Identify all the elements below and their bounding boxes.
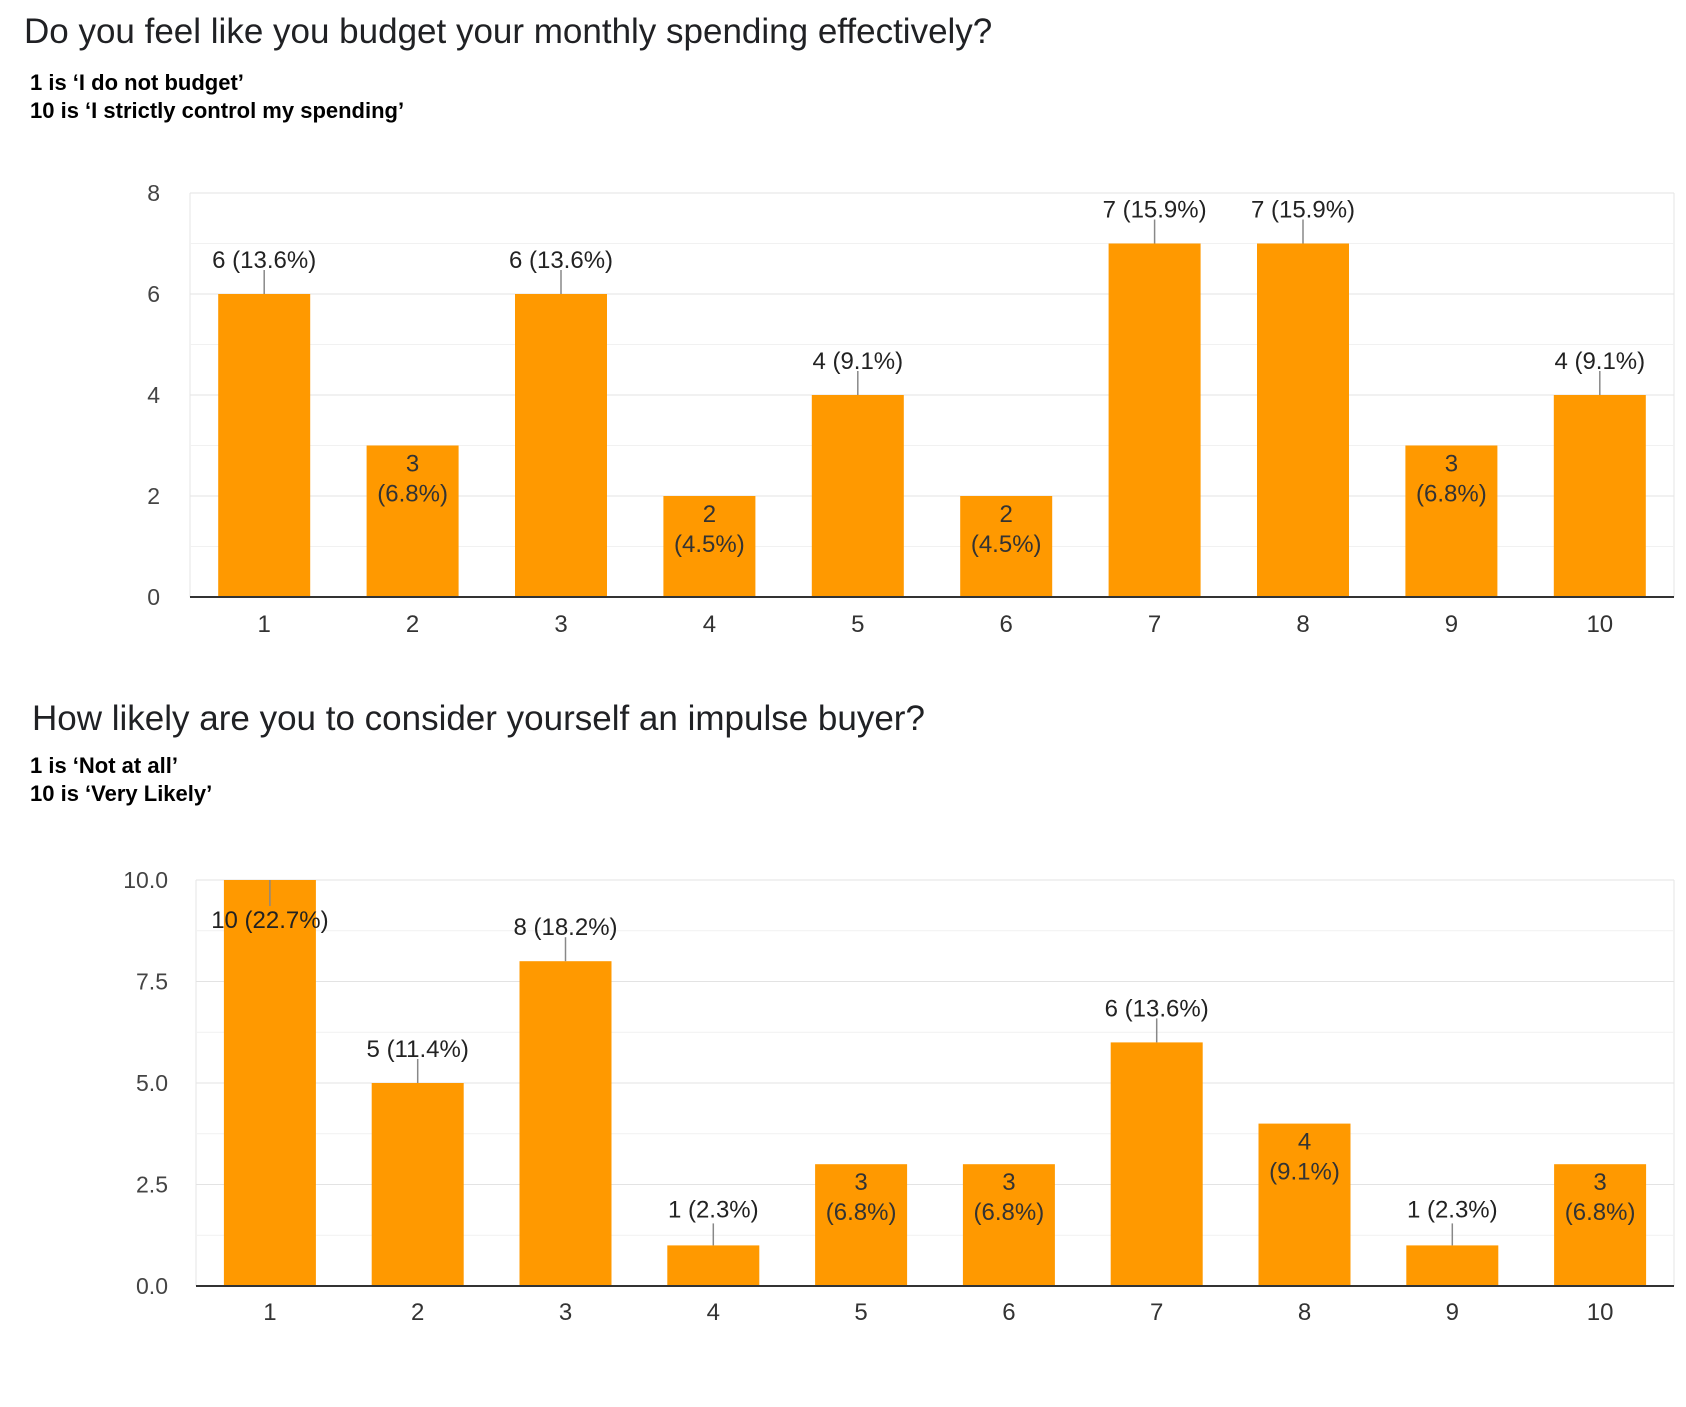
budget-bar-chart: 0 2 4 6 8 6 (13.6%) 1 3 (6.8%) 2 6 (13.6%) 3 2 (4.5%)… [147,180,1675,638]
data-label-percent: (6.8%) [826,1199,897,1226]
question-title: Do you feel like you budget your monthly… [24,12,993,51]
bar [218,294,311,597]
x-tick-label: 2 [411,1299,424,1326]
y-tick-label: 0.0 [136,1273,168,1299]
scale-high-label: 10 is ‘Very Likely’ [30,781,213,806]
data-label: 4 [1298,1129,1311,1156]
x-tick-label: 4 [703,611,716,638]
x-tick-label: 5 [854,1299,867,1326]
data-label-percent: (9.1%) [1269,1159,1340,1186]
x-tick-label: 1 [263,1299,276,1326]
data-label: 2 [1000,501,1013,528]
data-label: 1 (2.3%) [1407,1196,1498,1223]
x-tick-label: 7 [1150,1299,1163,1326]
x-tick-label: 4 [707,1299,720,1326]
y-tick-label: 5.0 [136,1070,168,1096]
data-label: 4 (9.1%) [1554,348,1645,375]
y-tick-label: 2.5 [136,1172,168,1198]
bar [366,445,459,597]
budget-question-panel: Do you feel like you budget your monthly… [0,0,1686,660]
data-label: 3 [1445,451,1458,478]
bar [811,395,904,597]
data-label: 7 (15.9%) [1103,197,1207,224]
x-tick-label: 7 [1148,611,1161,638]
bar [1406,1245,1499,1286]
bar [1108,243,1201,597]
y-tick-label: 6 [147,281,160,307]
x-tick-label: 10 [1586,611,1613,638]
data-label-percent: (4.5%) [674,531,745,558]
scale-low-label: 1 is ‘I do not budget’ [30,70,244,95]
y-tick-label: 0 [147,584,160,610]
x-tick-label: 5 [851,611,864,638]
question-title: How likely are you to consider yourself … [32,699,925,738]
bar [663,496,756,597]
bar [515,294,607,597]
x-tick-label: 10 [1587,1299,1614,1326]
bar [1405,445,1498,597]
x-tick-label: 9 [1446,1299,1459,1326]
data-label: 4 (9.1%) [812,348,903,375]
bar [667,1245,760,1286]
scale-description: 1 is ‘Not at all’ 10 is ‘Very Likely’ [30,752,212,808]
y-tick-label: 2 [147,483,160,509]
x-tick-label: 3 [559,1299,572,1326]
data-label-percent: (4.5%) [971,531,1042,558]
data-label: 3 [1002,1169,1015,1196]
scale-description: 1 is ‘I do not budget’ 10 is ‘I strictly… [30,69,404,125]
data-label: 2 [703,501,716,528]
data-label: 7 (15.9%) [1251,197,1355,224]
x-tick-label: 8 [1296,611,1309,638]
y-tick-label: 10.0 [123,867,168,893]
x-tick-label: 9 [1445,611,1458,638]
bar [1553,395,1646,597]
x-tick-label: 6 [1002,1299,1015,1326]
data-label: 3 [854,1169,867,1196]
bar [815,1164,908,1286]
data-label: 5 (11.4%) [367,1036,469,1063]
bar [960,496,1053,597]
impulse-question-panel: How likely are you to consider yourself … [0,683,1686,1383]
x-tick-label: 6 [1000,611,1013,638]
data-label: 6 (13.6%) [212,247,316,274]
data-label: 6 (13.6%) [1105,995,1209,1022]
data-label: 3 [406,451,419,478]
x-tick-label: 1 [258,611,271,638]
data-label-percent: (6.8%) [974,1199,1045,1226]
bar [1554,1164,1647,1286]
data-label: 10 (22.7%) [211,907,328,934]
y-tick-label: 7.5 [136,969,168,995]
bar [519,961,612,1286]
x-tick-label: 2 [406,611,419,638]
bar [1110,1042,1203,1286]
bar [962,1164,1055,1286]
data-label: 3 [1593,1169,1606,1196]
x-tick-label: 3 [554,611,567,638]
data-label: 8 (18.2%) [513,914,617,941]
data-label: 6 (13.6%) [509,247,613,274]
data-label: 1 (2.3%) [668,1196,759,1223]
bar [1257,243,1349,597]
y-tick-label: 4 [147,382,160,408]
x-tick-label: 8 [1298,1299,1311,1326]
data-label-percent: (6.8%) [1416,481,1487,508]
scale-high-label: 10 is ‘I strictly control my spending’ [30,98,405,123]
data-label-percent: (6.8%) [377,481,448,508]
data-label-percent: (6.8%) [1565,1199,1636,1226]
bar [1258,1123,1351,1286]
y-tick-label: 8 [147,180,160,206]
scale-low-label: 1 is ‘Not at all’ [30,753,178,778]
bar [371,1083,464,1286]
bar [223,880,316,1286]
impulse-bar-chart: 0.0 2.5 5.0 7.5 10.0 10 (22.7%) 1 5 (11.4%) 2 8 (… [123,867,1675,1326]
